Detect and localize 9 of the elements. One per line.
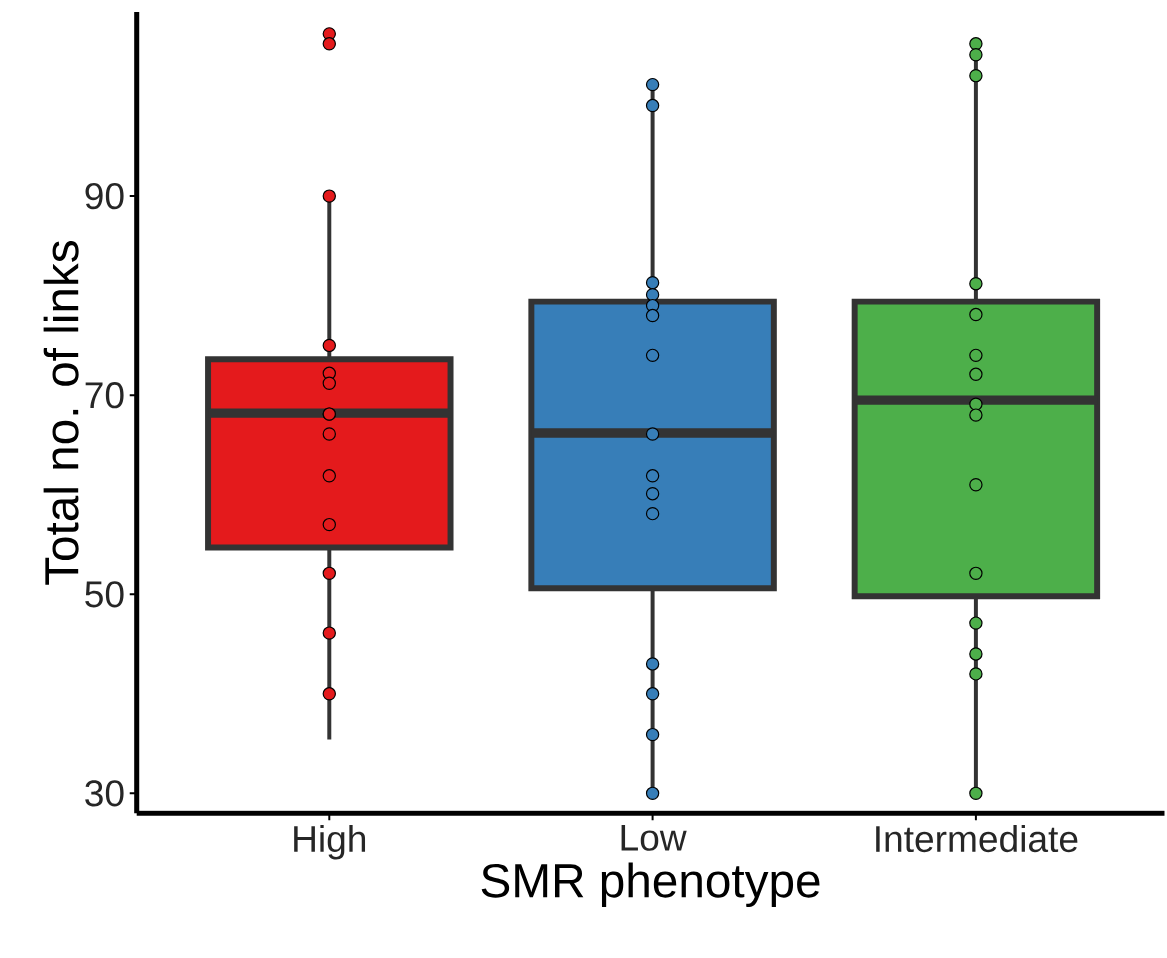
y-tick-label: 30 <box>85 780 124 807</box>
y-tick-label: 50 <box>85 581 124 608</box>
y-axis-title: Total no. of links <box>43 241 79 585</box>
y-tick-label: 70 <box>85 382 124 409</box>
y-tick-label: 90 <box>85 183 124 210</box>
x-tick-label: Intermediate <box>876 824 1078 853</box>
x-tick-label: High <box>294 824 366 860</box>
x-tick-label: Low <box>621 824 687 851</box>
x-axis-title: SMR phenotype <box>481 862 820 908</box>
